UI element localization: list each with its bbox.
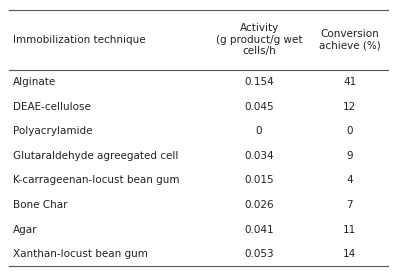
- Text: 0.041: 0.041: [244, 225, 274, 235]
- Text: 12: 12: [343, 102, 357, 112]
- Text: 0.015: 0.015: [244, 175, 274, 185]
- Text: Activity
(g product/g wet
cells/h: Activity (g product/g wet cells/h: [216, 23, 302, 56]
- Text: 41: 41: [343, 77, 357, 87]
- Text: 0.026: 0.026: [244, 200, 274, 210]
- Text: K-carrageenan-locust bean gum: K-carrageenan-locust bean gum: [13, 175, 179, 185]
- Text: 9: 9: [347, 151, 353, 161]
- Text: Immobilization technique: Immobilization technique: [13, 35, 146, 45]
- Text: DEAE-cellulose: DEAE-cellulose: [13, 102, 91, 112]
- Text: 0.045: 0.045: [244, 102, 274, 112]
- Text: Agar: Agar: [13, 225, 38, 235]
- Text: 14: 14: [343, 249, 357, 259]
- Text: 0.034: 0.034: [244, 151, 274, 161]
- Text: Bone Char: Bone Char: [13, 200, 67, 210]
- Text: Alginate: Alginate: [13, 77, 56, 87]
- Text: 0: 0: [347, 126, 353, 136]
- Text: 0: 0: [256, 126, 262, 136]
- Text: 11: 11: [343, 225, 357, 235]
- Text: 4: 4: [347, 175, 353, 185]
- Text: Glutaraldehyde agreegated cell: Glutaraldehyde agreegated cell: [13, 151, 178, 161]
- Text: Polyacrylamide: Polyacrylamide: [13, 126, 93, 136]
- Text: 0.053: 0.053: [244, 249, 274, 259]
- Text: Conversion
achieve (%): Conversion achieve (%): [319, 29, 381, 51]
- Text: Xanthan-locust bean gum: Xanthan-locust bean gum: [13, 249, 148, 259]
- Text: 7: 7: [347, 200, 353, 210]
- Text: 0.154: 0.154: [244, 77, 274, 87]
